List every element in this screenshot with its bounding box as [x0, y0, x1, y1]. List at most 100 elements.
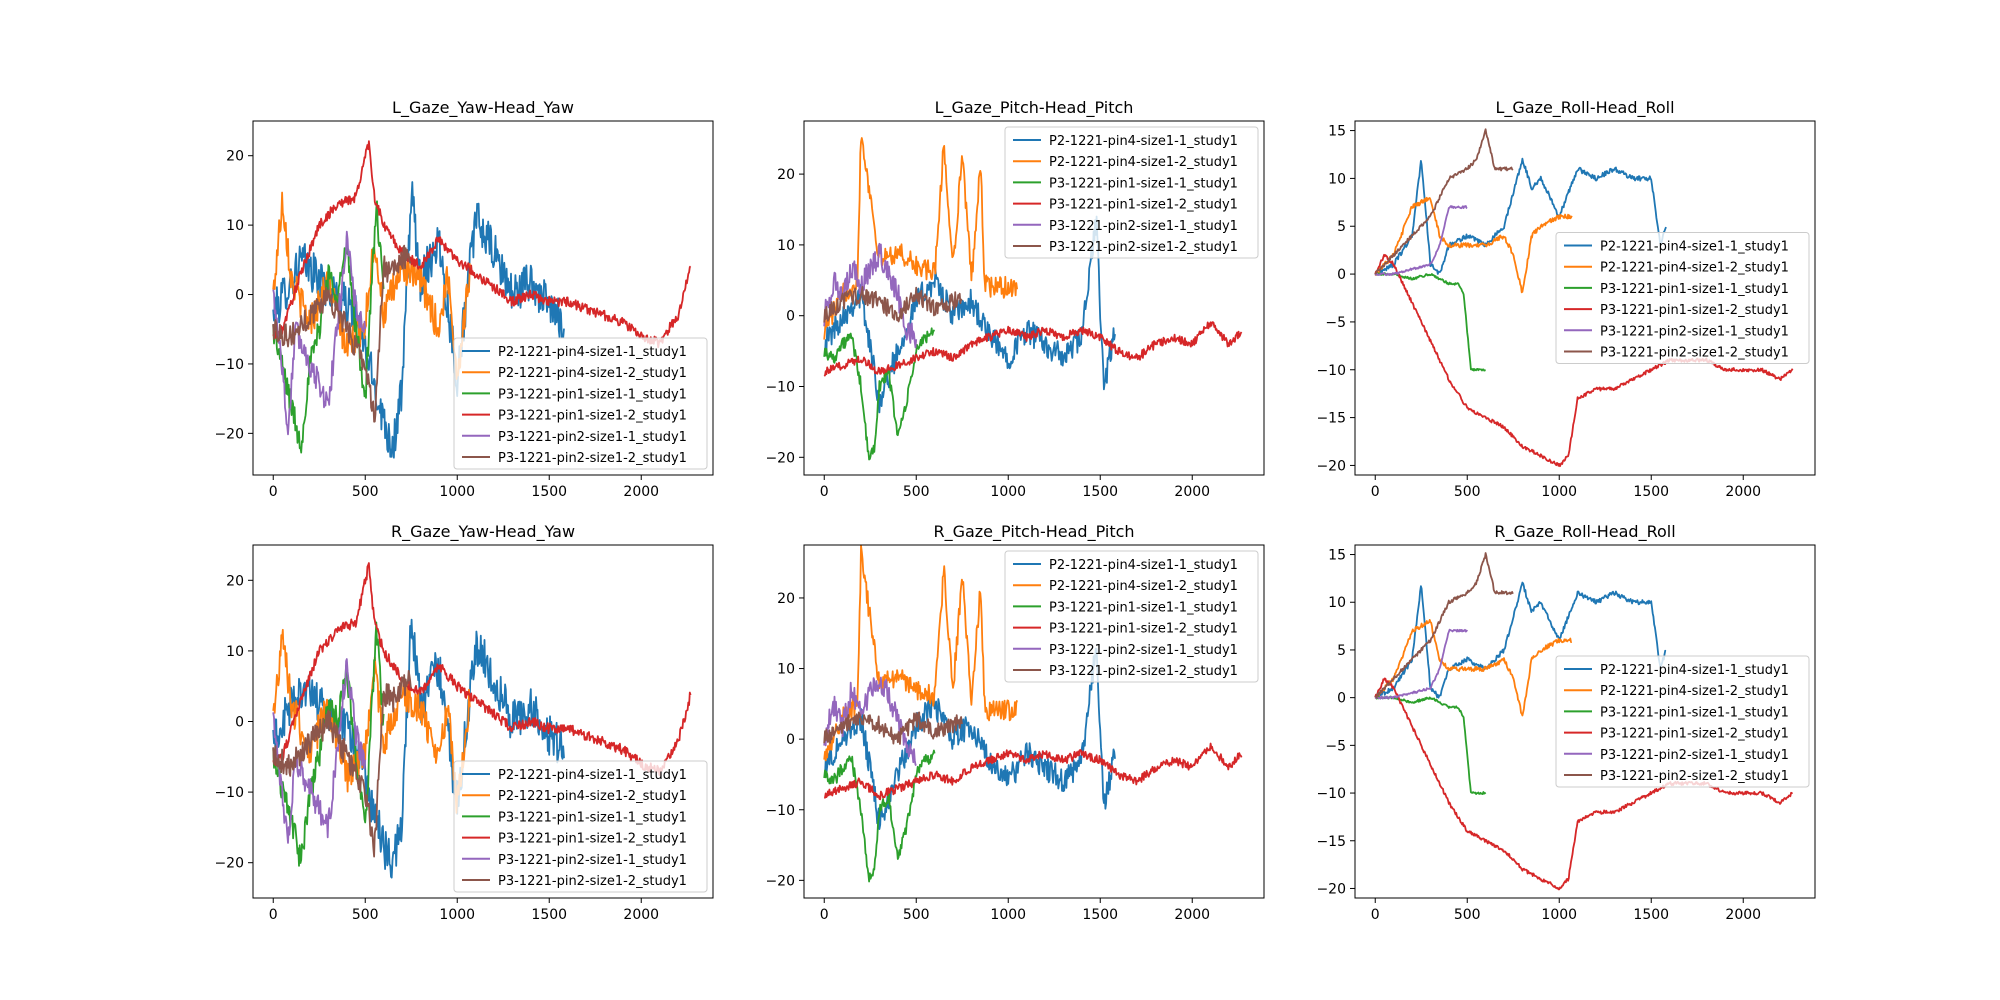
series-line-6	[1374, 552, 1514, 699]
y-tick-label: −15	[1316, 834, 1346, 850]
series-line-5	[823, 676, 917, 767]
series-line-2	[1374, 196, 1573, 294]
x-tick-label: 1500	[531, 484, 567, 500]
series-line-3	[1375, 695, 1487, 795]
legend-label: P2-1221-pin4-size1-1_study1	[498, 345, 687, 360]
legend-label: P3-1221-pin1-size1-1_study1	[498, 810, 687, 825]
legend-box	[453, 337, 708, 470]
chart-title: R_Gaze_Pitch-Head_Pitch	[933, 522, 1134, 542]
x-tick-label: 500	[352, 484, 379, 500]
legend-label: P3-1221-pin2-size1-2_study1	[498, 874, 687, 889]
legend-label: P3-1221-pin2-size1-2_study1	[1049, 240, 1238, 255]
legend-label: P3-1221-pin2-size1-1_study1	[498, 430, 687, 445]
x-tick-label: 1000	[990, 484, 1026, 500]
x-tick-label: 1500	[1082, 484, 1118, 500]
subplot-2: L_Gaze_Pitch-Head_Pitch 0 500 1000 1500 2000 −…	[765, 98, 1265, 500]
legend-box	[1004, 550, 1259, 683]
series-lines	[823, 545, 1243, 883]
series-line-5	[1374, 205, 1468, 277]
series-line-3	[1375, 272, 1487, 372]
legend-label: P3-1221-pin2-size1-1_study1	[1049, 219, 1238, 234]
y-tick-label: −10	[765, 803, 795, 819]
series-line-3	[823, 749, 936, 883]
legend: P2-1221-pin4-size1-1_study1 P2-1221-pin4-…	[1555, 232, 1810, 364]
series-line-4	[1374, 677, 1793, 891]
y-tick-label: −20	[765, 873, 795, 889]
x-tick-label: 1500	[1082, 907, 1118, 923]
legend: P2-1221-pin4-size1-1_study1 P2-1221-pin4-…	[453, 760, 708, 893]
y-tick-label: 0	[786, 732, 795, 748]
series-line-1	[1374, 581, 1667, 700]
y-tick-label: −5	[1325, 315, 1346, 331]
y-tick-label: 0	[786, 309, 795, 325]
y-tick-label: 5	[1337, 643, 1346, 659]
x-tick-label: 0	[269, 907, 278, 923]
series-line-5	[272, 658, 367, 844]
chart-title: L_Gaze_Pitch-Head_Pitch	[935, 98, 1134, 118]
x-tick-label: 1500	[1633, 484, 1669, 500]
x-tick-label: 2000	[1174, 907, 1210, 923]
legend-label: P3-1221-pin1-size1-2_study1	[1600, 303, 1789, 318]
legend-label: P3-1221-pin2-size1-2_study1	[1600, 346, 1789, 361]
series-line-3	[272, 200, 385, 454]
legend-label: P3-1221-pin1-size1-1_study1	[1049, 600, 1238, 615]
chart-title: R_Gaze_Roll-Head_Roll	[1494, 522, 1675, 542]
y-tick-label: −5	[1325, 738, 1346, 754]
legend-label: P2-1221-pin4-size1-2_study1	[1049, 155, 1238, 170]
series-line-1	[272, 618, 565, 879]
series-line-5	[272, 230, 367, 436]
legend-label: P3-1221-pin1-size1-2_study1	[498, 832, 687, 847]
series-line-6	[823, 711, 963, 745]
y-tick-label: 0	[1337, 267, 1346, 283]
series-line-6	[823, 286, 963, 323]
series-line-2	[272, 191, 471, 380]
series-line-5	[823, 242, 918, 349]
series-lines	[823, 137, 1243, 461]
series-line-1	[1374, 157, 1667, 276]
y-tick-label: 5	[1337, 219, 1346, 235]
subplot-1: L_Gaze_Yaw-Head_Yaw 0 500 1000 1500 2000 −20 −1…	[214, 98, 714, 500]
series-line-4	[272, 562, 692, 777]
x-tick-label: 500	[352, 907, 379, 923]
legend-label: P2-1221-pin4-size1-2_study1	[1600, 261, 1789, 276]
legend-box	[1004, 126, 1259, 259]
legend-box	[1555, 232, 1810, 364]
legend-label: P2-1221-pin4-size1-2_study1	[1600, 684, 1789, 699]
y-tick-label: 0	[235, 715, 244, 731]
x-tick-label: 1500	[1633, 907, 1669, 923]
y-tick-label: 0	[235, 288, 244, 304]
legend-label: P3-1221-pin2-size1-1_study1	[1049, 643, 1238, 658]
legend-label: P2-1221-pin4-size1-1_study1	[1600, 663, 1789, 678]
x-tick-label: 0	[1371, 484, 1380, 500]
series-line-6	[1374, 128, 1514, 275]
x-tick-label: 1500	[531, 907, 567, 923]
series-line-4	[272, 140, 692, 349]
x-tick-label: 1000	[439, 907, 475, 923]
legend-label: P3-1221-pin2-size1-1_study1	[1600, 324, 1789, 339]
legend-label: P2-1221-pin4-size1-1_study1	[1049, 558, 1238, 573]
x-tick-label: 0	[269, 484, 278, 500]
y-tick-label: 10	[777, 238, 795, 254]
x-tick-label: 500	[903, 907, 930, 923]
y-tick-label: −10	[1316, 363, 1346, 379]
x-tick-label: 0	[1371, 907, 1380, 923]
series-line-4	[1374, 253, 1794, 468]
series-line-6	[272, 244, 412, 423]
y-tick-label: 20	[777, 591, 795, 607]
axes-frame	[803, 120, 1265, 476]
legend-label: P3-1221-pin1-size1-2_study1	[1049, 622, 1238, 637]
x-tick-label: 1000	[1541, 907, 1577, 923]
legend-label: P3-1221-pin1-size1-1_study1	[1600, 282, 1789, 297]
legend-box	[453, 760, 708, 893]
legend: P2-1221-pin4-size1-1_study1 P2-1221-pin4-…	[1004, 550, 1259, 683]
y-tick-label: 15	[1328, 548, 1346, 564]
chart-title: R_Gaze_Yaw-Head_Yaw	[391, 522, 575, 542]
legend-label: P3-1221-pin1-size1-2_study1	[1600, 727, 1789, 742]
y-tick-label: −10	[765, 380, 795, 396]
series-lines	[1374, 552, 1793, 891]
x-tick-label: 0	[820, 484, 829, 500]
axes-frame	[252, 120, 714, 476]
series-lines	[1374, 128, 1794, 468]
y-tick-label: 20	[777, 167, 795, 183]
